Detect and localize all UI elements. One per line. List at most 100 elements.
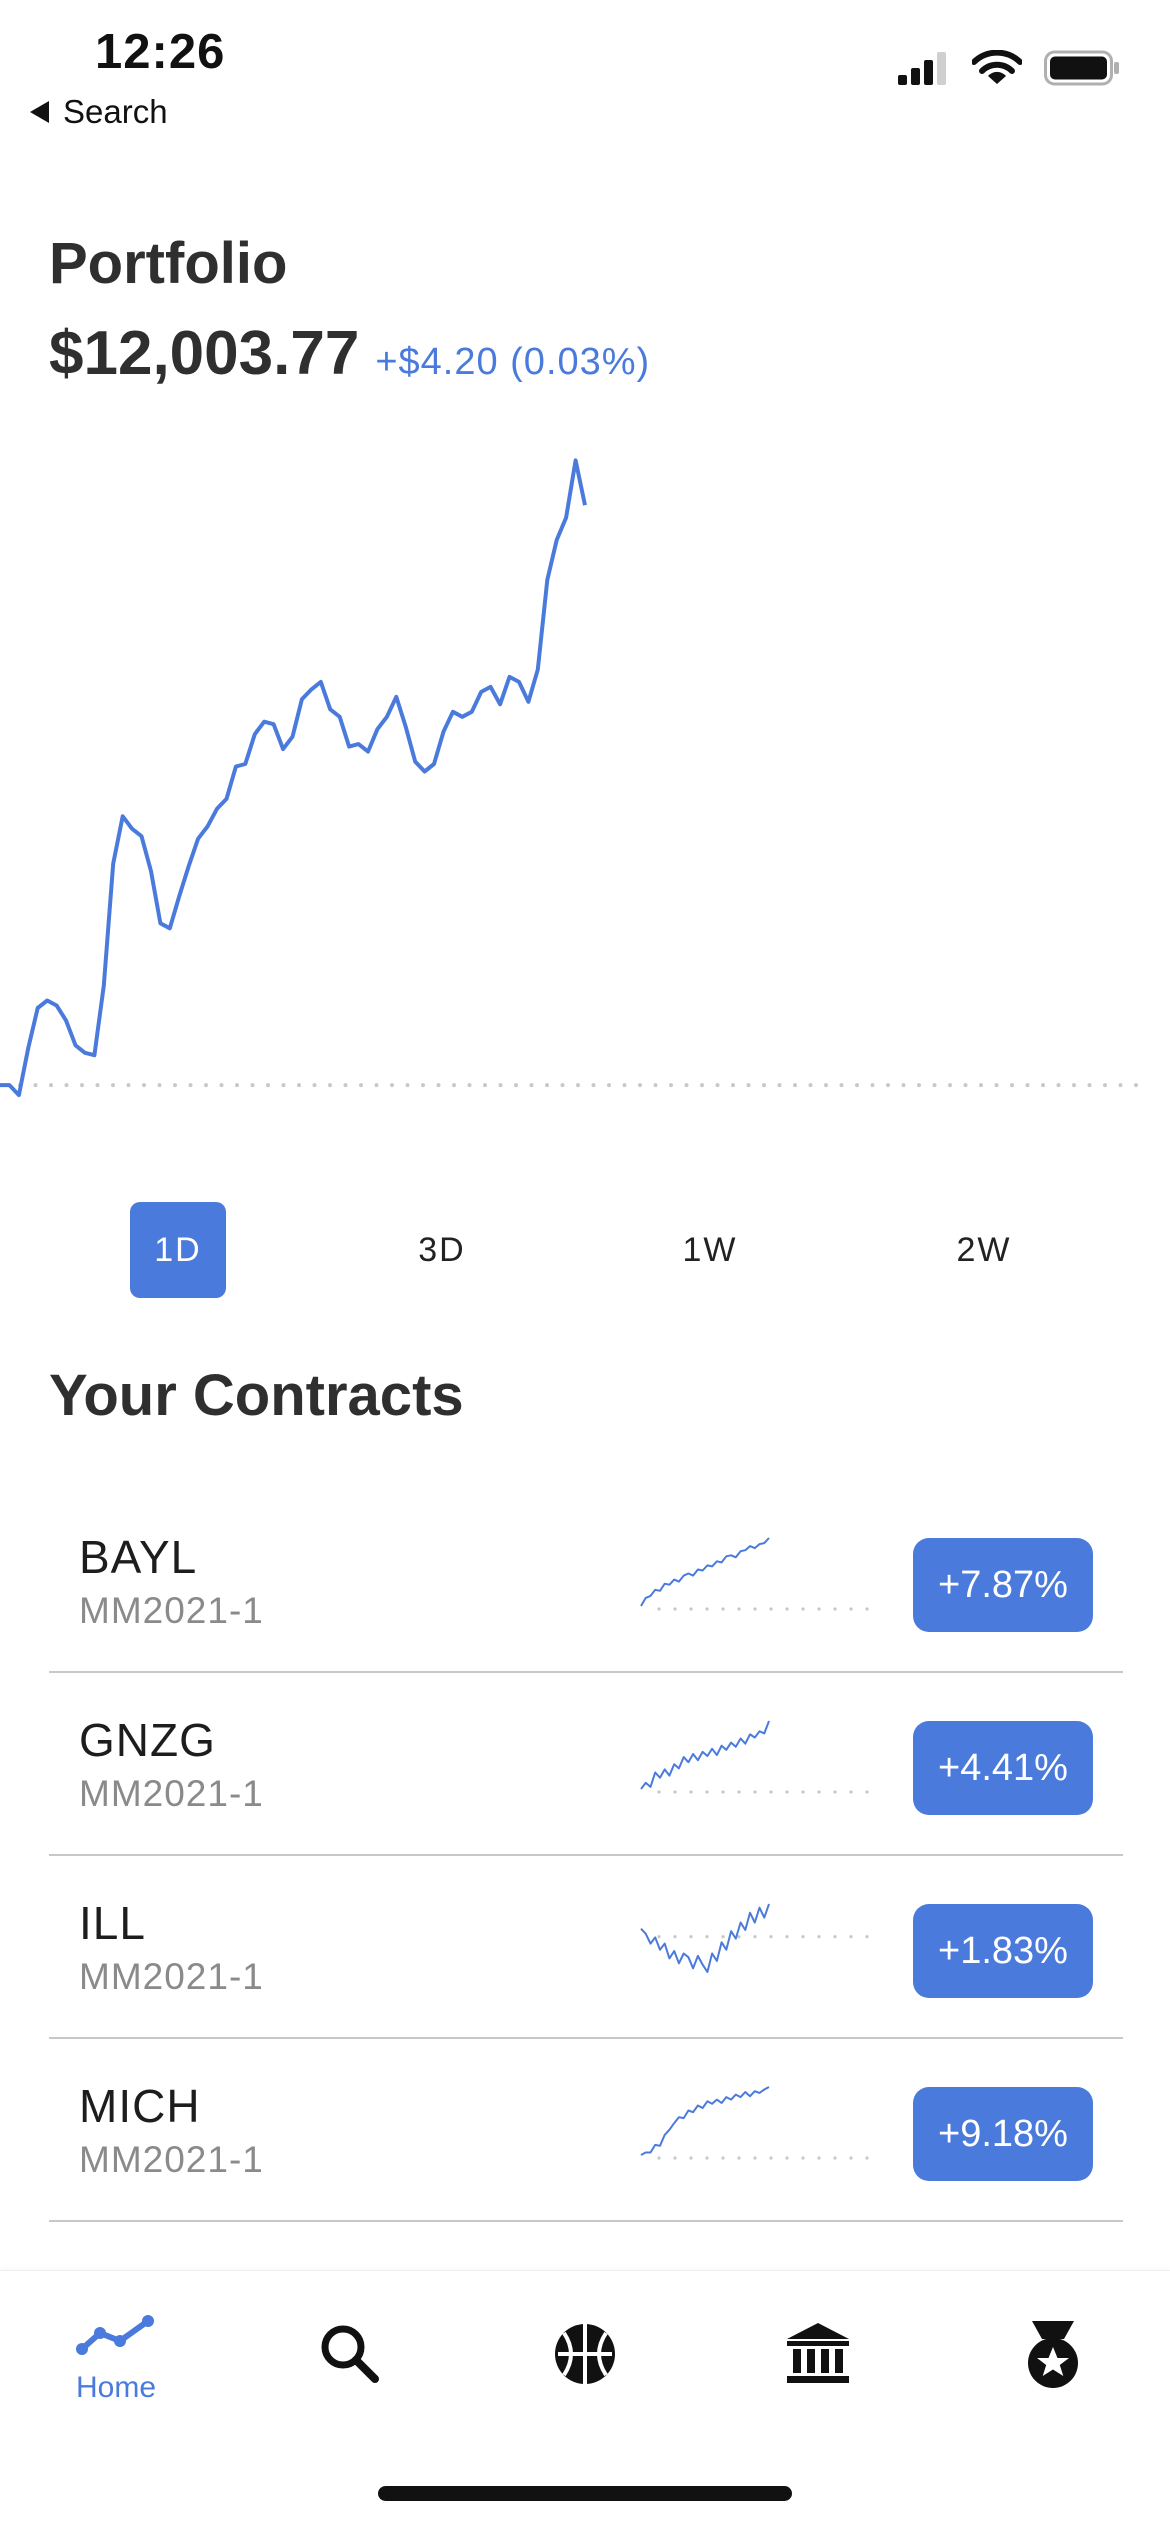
sparkline-baseline-dot	[753, 1790, 757, 1794]
baseline-dot	[1010, 1083, 1014, 1088]
range-1d-button[interactable]: 1D	[130, 1202, 226, 1298]
contract-row-gnzg[interactable]: GNZG MM2021-1 +4.41%	[49, 1673, 1123, 1856]
sparkline-baseline-dot	[865, 2156, 869, 2160]
range-2w-button[interactable]: 2W	[956, 1230, 1012, 1269]
baseline-dot	[777, 1083, 782, 1088]
baseline-dot	[669, 1083, 673, 1088]
sparkline-baseline-dot	[721, 1790, 725, 1794]
baseline-dot	[49, 1083, 53, 1088]
tab-search[interactable]	[265, 2311, 435, 2441]
baseline-dot	[1025, 1083, 1030, 1088]
sparkline-baseline-dot	[721, 2156, 725, 2160]
search-icon	[321, 2325, 379, 2383]
baseline-dot	[746, 1083, 751, 1088]
contract-change-badge[interactable]: +7.87%	[913, 1538, 1093, 1632]
sparkline-series-line	[640, 2086, 770, 2156]
contract-row-bayl[interactable]: BAYL MM2021-1 +7.87%	[49, 1490, 1123, 1673]
back-to-search-link[interactable]: Search	[30, 90, 168, 134]
portfolio-chart[interactable]	[0, 420, 1170, 1120]
sparkline-baseline-dot	[705, 1935, 709, 1939]
baseline-dot	[514, 1083, 518, 1088]
baseline-dot	[421, 1083, 425, 1088]
bank-icon	[787, 2323, 849, 2383]
baseline-dot	[436, 1083, 441, 1088]
baseline-dot	[870, 1083, 875, 1088]
contract-change-badge[interactable]: +1.83%	[913, 1904, 1093, 1998]
portfolio-change: +$4.20 (0.03%)	[375, 341, 651, 383]
sparkline-baseline-dot	[785, 1790, 789, 1794]
baseline-dot	[1072, 1083, 1076, 1088]
baseline-dot	[33, 1083, 38, 1088]
sparkline-baseline-dot	[673, 1790, 677, 1794]
sparkline-baseline-dot	[801, 1607, 805, 1611]
range-1w-button[interactable]: 1W	[682, 1230, 738, 1269]
baseline-dot	[932, 1083, 937, 1088]
contract-change-badge[interactable]: +9.18%	[913, 2087, 1093, 2181]
baseline-dot	[95, 1083, 100, 1088]
baseline-dot	[173, 1083, 177, 1088]
baseline-dot	[498, 1083, 503, 1088]
baseline-dot	[529, 1083, 534, 1088]
baseline-dot	[979, 1083, 983, 1088]
home-indicator	[378, 2486, 792, 2501]
sparkline-baseline-dot	[865, 1790, 869, 1794]
sparkline-baseline-dot	[785, 2156, 789, 2160]
baseline-dot	[281, 1083, 286, 1088]
tab-home[interactable]: Home	[31, 2311, 201, 2441]
baseline-dot	[901, 1083, 906, 1088]
baseline-dot	[1103, 1083, 1107, 1088]
baseline-dot	[700, 1083, 704, 1088]
battery-icon	[1044, 50, 1119, 86]
baseline-dot	[793, 1083, 797, 1088]
tab-home-label: Home	[75, 2371, 157, 2404]
baseline-dot	[250, 1083, 255, 1088]
range-3d-button[interactable]: 3D	[418, 1230, 466, 1269]
sparkline-baseline-dot	[865, 1607, 869, 1611]
sparkline-baseline-dot	[673, 2156, 677, 2160]
baseline-dot	[545, 1083, 549, 1088]
back-arrow-icon	[30, 101, 49, 123]
baseline-dot	[312, 1083, 317, 1088]
sparkline-baseline-dot	[689, 1935, 693, 1939]
sparkline-baseline-dot	[753, 1935, 757, 1939]
tab-bank[interactable]	[733, 2311, 903, 2441]
contract-change-badge[interactable]: +4.41%	[913, 1721, 1093, 1815]
baseline-dot	[560, 1083, 565, 1088]
sparkline-baseline-dot	[769, 1790, 773, 1794]
tab-rewards[interactable]	[968, 2311, 1138, 2441]
baseline-dot	[576, 1083, 580, 1088]
medal-icon	[1028, 2321, 1078, 2388]
contract-row-ill[interactable]: ILL MM2021-1 +1.83%	[49, 1856, 1123, 2039]
sparkline-series-line	[640, 1720, 770, 1790]
sparkline-baseline-dot	[849, 1607, 853, 1611]
tab-games[interactable]	[500, 2311, 670, 2441]
sparkline-baseline-dot	[769, 1607, 773, 1611]
sparkline-baseline-dot	[849, 2156, 853, 2160]
portfolio-value: $12,003.77	[49, 319, 360, 388]
contract-sparkline	[640, 1903, 869, 1973]
baseline-dot	[994, 1083, 999, 1088]
sparkline-baseline-dot	[657, 1935, 661, 1939]
sparkline-baseline-dot	[817, 1607, 821, 1611]
sparkline-baseline-dot	[705, 1790, 709, 1794]
wifi-icon	[972, 50, 1022, 84]
sparkline-baseline-dot	[833, 2156, 837, 2160]
sparkline-baseline-dot	[865, 1935, 869, 1939]
sparkline-baseline-dot	[785, 1935, 789, 1939]
baseline-dot	[374, 1083, 379, 1088]
contract-sparkline	[640, 1537, 869, 1611]
sparkline-baseline-dot	[737, 2156, 741, 2160]
sparkline-baseline-dot	[849, 1935, 853, 1939]
baseline-dot	[1041, 1083, 1045, 1088]
baseline-dot	[188, 1083, 193, 1088]
sparkline-baseline-dot	[769, 1935, 773, 1939]
baseline-dot	[126, 1083, 131, 1088]
sparkline-baseline-dot	[769, 2156, 773, 2160]
baseline-dot	[1087, 1083, 1092, 1088]
baseline-dot	[266, 1083, 270, 1088]
sparkline-baseline-dot	[689, 1607, 693, 1611]
contract-row-mich[interactable]: MICH MM2021-1 +9.18%	[49, 2039, 1123, 2222]
sparkline-baseline-dot	[673, 1935, 677, 1939]
sparkline-baseline-dot	[833, 1935, 837, 1939]
baseline-dot	[204, 1083, 208, 1088]
